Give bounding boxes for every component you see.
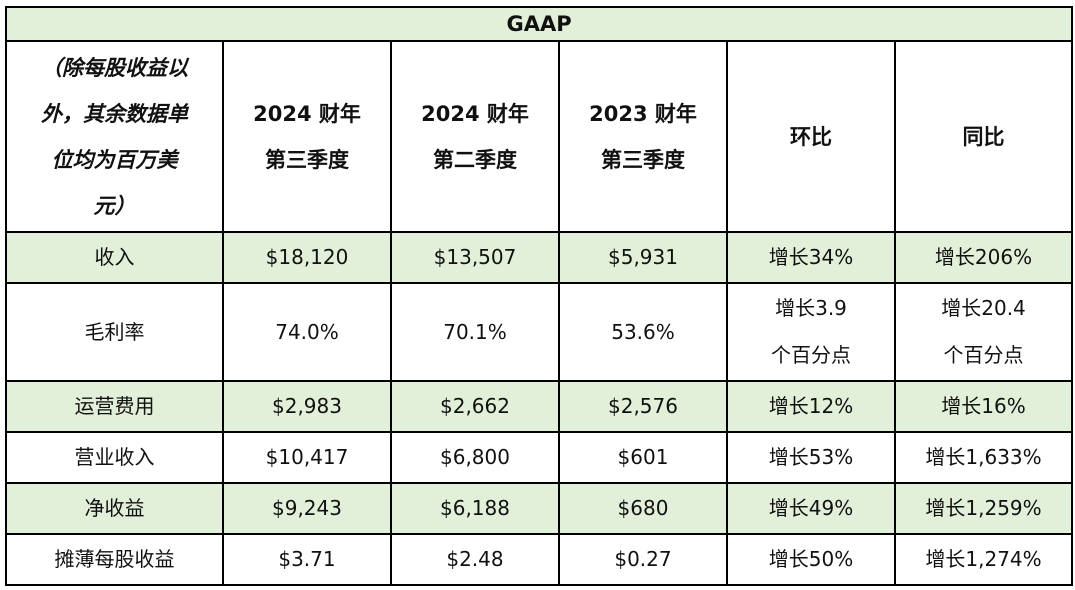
row-label: 毛利率 <box>5 282 224 382</box>
table-row: 毛利率 74.0% 70.1% 53.6% 增长3.9 个百分点 增长20.4 个百分点 <box>5 282 1074 382</box>
value-cell: $0.27 <box>558 533 728 586</box>
qoq-change-cell: 增长49% <box>726 482 896 535</box>
table-row: 收入 $18,120 $13,507 $5,931 增长34% 增长206% <box>5 231 1074 284</box>
unit-note-line: 位均为百万美 <box>51 147 178 172</box>
table-header-row: （除每股收益以 外，其余数据单 位均为百万美 元） 2024 财年 第三季度 2… <box>5 40 1074 233</box>
value-cell: $3.71 <box>222 533 392 586</box>
qoq-change-line: 增长3.9 <box>775 296 847 320</box>
value-cell: 74.0% <box>222 282 392 382</box>
table-row: 营业收入 $10,417 $6,800 $601 增长53% 增长1,633% <box>5 431 1074 484</box>
qoq-change-cell: 增长12% <box>726 380 896 433</box>
value-cell: $2.48 <box>390 533 560 586</box>
yoy-change-cell: 增长1,274% <box>893 533 1074 586</box>
column-header-line: 2024 财年 <box>253 101 361 126</box>
unit-note-line: 元） <box>93 193 136 218</box>
column-header-fy2024-q2: 2024 财年 第二季度 <box>390 40 560 233</box>
table-row: 运营费用 $2,983 $2,662 $2,576 增长12% 增长16% <box>5 380 1074 433</box>
table-title: GAAP <box>4 6 1074 42</box>
value-cell: $18,120 <box>222 231 392 284</box>
qoq-change-line: 增长50% <box>768 547 854 571</box>
row-label: 营业收入 <box>5 431 224 484</box>
yoy-change-line: 增长16% <box>941 394 1026 418</box>
qoq-change-line: 个百分点 <box>771 343 851 367</box>
value-cell: $6,800 <box>390 431 560 484</box>
qoq-change-line: 增长34% <box>768 245 854 269</box>
column-header-fy2023-q3: 2023 财年 第三季度 <box>558 40 728 233</box>
yoy-change-line: 增长1,274% <box>925 547 1042 571</box>
qoq-change-cell: 增长50% <box>726 533 896 586</box>
gaap-table: GAAP （除每股收益以 外，其余数据单 位均为百万美 元） 2024 财年 第… <box>4 6 1074 586</box>
value-cell: $2,662 <box>390 380 560 433</box>
gaap-table-container: GAAP （除每股收益以 外，其余数据单 位均为百万美 元） 2024 财年 第… <box>4 6 1074 586</box>
column-header-line: 2023 财年 <box>589 101 697 126</box>
column-header-line: 同比 <box>962 124 1005 149</box>
yoy-change-cell: 增长206% <box>893 231 1074 284</box>
yoy-change-line: 增长206% <box>934 245 1033 269</box>
column-header-yoy: 同比 <box>893 40 1074 233</box>
yoy-change-line: 增长1,633% <box>925 445 1042 469</box>
column-header-line: 2024 财年 <box>421 101 529 126</box>
column-header-line: 环比 <box>790 124 832 149</box>
column-header-line: 第二季度 <box>433 147 517 172</box>
table-row: 净收益 $9,243 $6,188 $680 增长49% 增长1,259% <box>5 482 1074 535</box>
qoq-change-cell: 增长3.9 个百分点 <box>726 282 896 382</box>
row-label: 运营费用 <box>5 380 224 433</box>
unit-note-header: （除每股收益以 外，其余数据单 位均为百万美 元） <box>5 40 224 233</box>
value-cell: $5,931 <box>558 231 728 284</box>
row-label: 摊薄每股收益 <box>5 533 224 586</box>
qoq-change-line: 增长12% <box>768 394 854 418</box>
value-cell: $9,243 <box>222 482 392 535</box>
value-cell: $601 <box>558 431 728 484</box>
qoq-change-line: 增长53% <box>768 445 854 469</box>
unit-note-line: （除每股收益以 <box>41 55 188 80</box>
value-cell: $2,576 <box>558 380 728 433</box>
yoy-change-cell: 增长16% <box>893 380 1074 433</box>
yoy-change-line: 增长20.4 <box>941 296 1026 320</box>
value-cell: $680 <box>558 482 728 535</box>
yoy-change-line: 个百分点 <box>943 343 1024 367</box>
value-cell: $2,983 <box>222 380 392 433</box>
qoq-change-cell: 增长53% <box>726 431 896 484</box>
value-cell: $10,417 <box>222 431 392 484</box>
value-cell: 70.1% <box>390 282 560 382</box>
unit-note-line: 外，其余数据单 <box>41 101 188 126</box>
column-header-qoq: 环比 <box>726 40 896 233</box>
table-row: 摊薄每股收益 $3.71 $2.48 $0.27 增长50% 增长1,274% <box>5 533 1074 586</box>
yoy-change-line: 增长1,259% <box>925 496 1042 520</box>
qoq-change-cell: 增长34% <box>726 231 896 284</box>
column-header-fy2024-q3: 2024 财年 第三季度 <box>222 40 392 233</box>
qoq-change-line: 增长49% <box>768 496 854 520</box>
yoy-change-cell: 增长1,633% <box>893 431 1074 484</box>
value-cell: 53.6% <box>558 282 728 382</box>
yoy-change-cell: 增长1,259% <box>893 482 1074 535</box>
row-label: 净收益 <box>5 482 224 535</box>
column-header-line: 第三季度 <box>601 147 685 172</box>
value-cell: $6,188 <box>390 482 560 535</box>
yoy-change-cell: 增长20.4 个百分点 <box>893 282 1074 382</box>
row-label: 收入 <box>5 231 224 284</box>
column-header-line: 第三季度 <box>265 147 349 172</box>
value-cell: $13,507 <box>390 231 560 284</box>
table-title-row: GAAP <box>4 6 1074 42</box>
